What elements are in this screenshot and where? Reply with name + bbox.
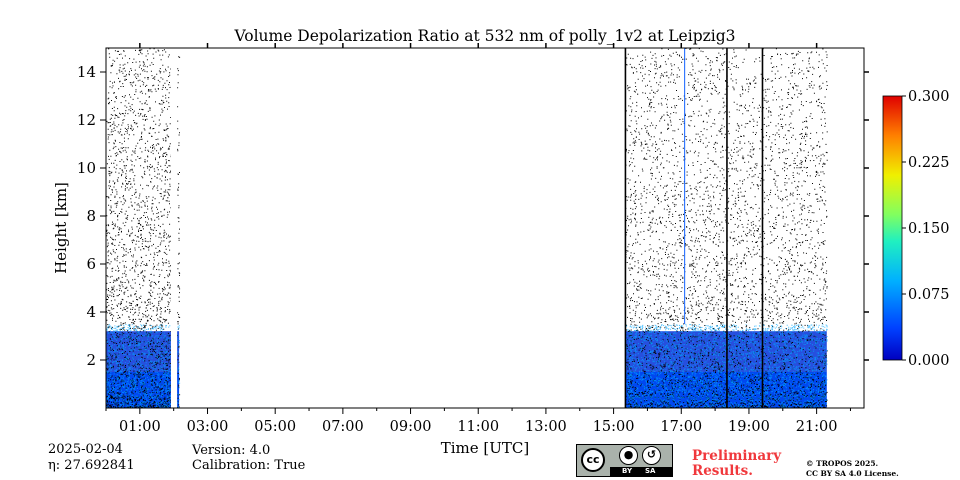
- data-period: [177, 56, 181, 408]
- x-tick-label: 13:00: [525, 419, 567, 435]
- cc-logo-icon: cc: [581, 448, 605, 472]
- y-tick-label: 12: [77, 111, 96, 129]
- colorbar-tick-label: 0.225: [908, 155, 950, 171]
- colorbar: [882, 95, 903, 361]
- y-axis-label: Height [km]: [52, 182, 70, 274]
- x-axis: 01:00 03:00 05:00 07:00 09:00 11:00 13:00 15:00…: [105, 43, 851, 435]
- date-label: 2025-02-04: [48, 442, 123, 457]
- sa-label: SA: [645, 467, 656, 475]
- x-tick-label: 03:00: [187, 419, 229, 435]
- preliminary-results-label: Preliminary Results.: [692, 448, 782, 479]
- cc-license-badge: cc ● ↺ BY SA: [576, 444, 673, 477]
- sa-share-icon: ↺: [642, 446, 661, 465]
- colorbar-tick-label: 0.000: [908, 353, 950, 369]
- calibration-label: Calibration: True: [192, 458, 306, 473]
- surface-layer: [177, 372, 180, 408]
- y-axis: 2 4 6 8 10 12 14: [77, 63, 869, 369]
- version-label: Version: 4.0: [192, 443, 271, 458]
- low-depol-points: [106, 324, 172, 408]
- by-person-icon: ●: [619, 446, 638, 465]
- x-tick-label: 09:00: [390, 419, 432, 435]
- colorbar-tick-label: 0.150: [908, 221, 950, 237]
- colorbar-axis: 0.000 0.075 0.150 0.225 0.300: [902, 89, 950, 369]
- x-tick-label: 07:00: [322, 419, 364, 435]
- x-tick-label: 19:00: [728, 419, 770, 435]
- x-tick-label: 17:00: [660, 419, 702, 435]
- plot-frame: [105, 47, 865, 409]
- y-tick-label: 2: [86, 351, 96, 369]
- colorbar-tick-label: 0.075: [908, 287, 950, 303]
- x-tick-label: 11:00: [457, 419, 499, 435]
- by-label: BY: [622, 467, 633, 475]
- chart-title: Volume Depolarization Ratio at 532 nm of…: [233, 27, 735, 45]
- noise-points: [106, 48, 172, 408]
- y-tick-label: 8: [86, 207, 96, 225]
- x-tick-label: 01:00: [119, 419, 161, 435]
- x-axis-label: Time [UTC]: [441, 439, 530, 457]
- y-tick-label: 10: [77, 159, 96, 177]
- low-depol-points: [177, 325, 181, 408]
- no-data-gap: [170, 48, 178, 408]
- data-period: [106, 48, 172, 408]
- copyright-label: © TROPOS 2025. CC BY SA 4.0 License.: [806, 459, 899, 478]
- y-tick-label: 6: [86, 255, 96, 273]
- y-tick-label: 4: [86, 303, 96, 321]
- eta-label: η: 27.692841: [48, 458, 135, 473]
- x-tick-label: 15:00: [593, 419, 635, 435]
- x-tick-label: 05:00: [254, 419, 296, 435]
- y-tick-label: 14: [77, 63, 96, 81]
- x-tick-label: 21:00: [796, 419, 838, 435]
- colorbar-tick-label: 0.300: [908, 89, 950, 105]
